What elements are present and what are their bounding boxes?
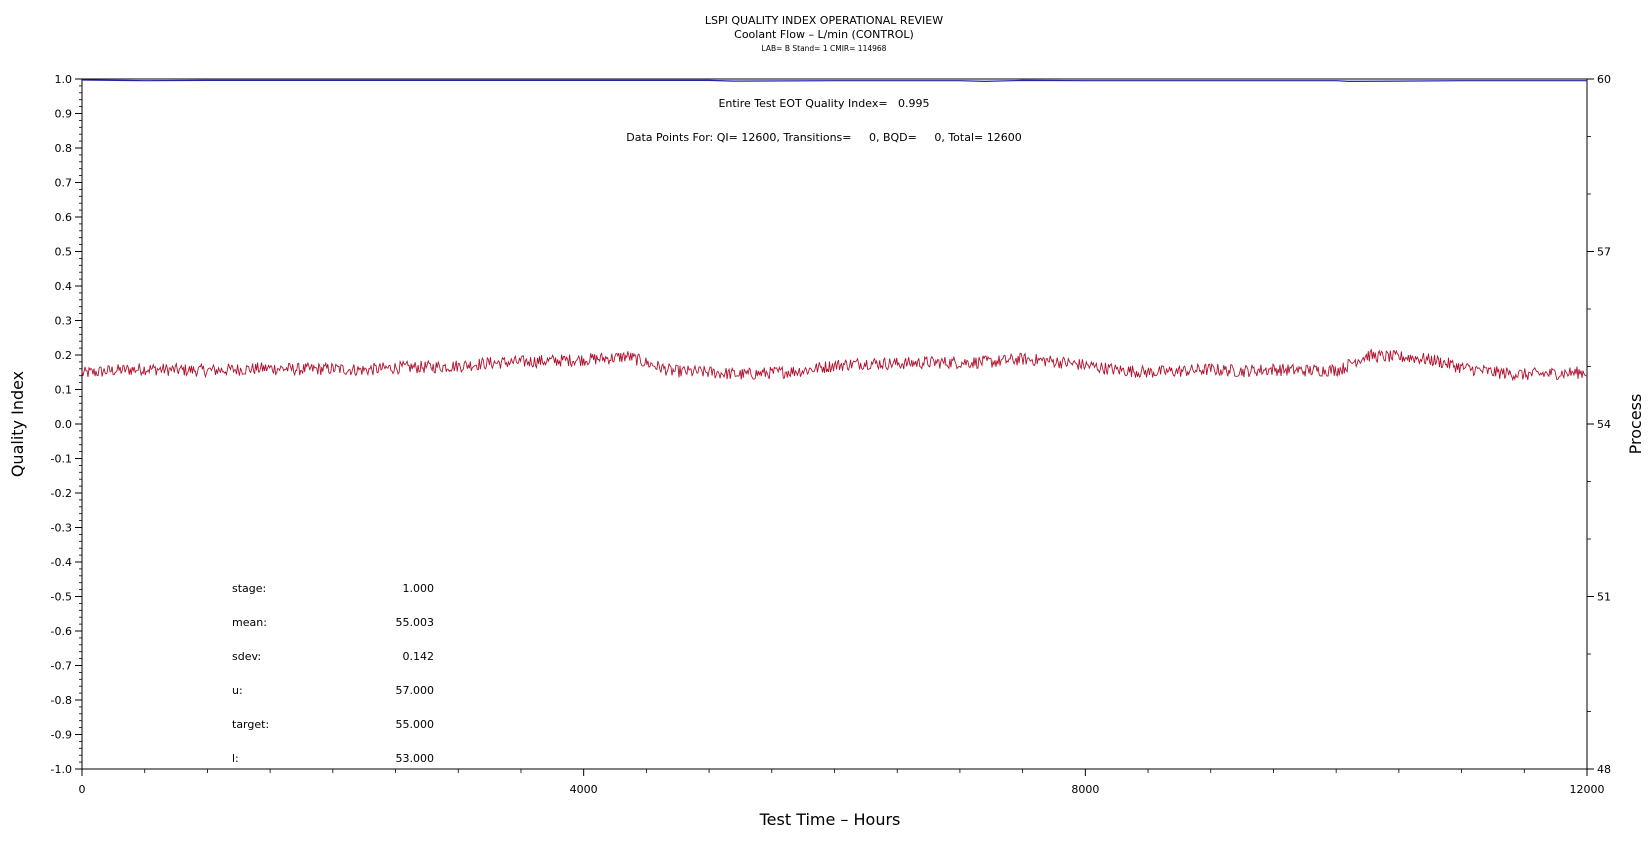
quality-index-series-line [81, 79, 1587, 83]
y-tick-label: 0.8 [55, 142, 73, 155]
y-tick-label: -0.4 [51, 556, 72, 569]
stats-value: 1.000 [403, 582, 435, 595]
chart-info-line: LAB= B Stand= 1 CMIR= 114968 [762, 44, 887, 53]
series-layer [81, 79, 1588, 382]
stats-label: sdev: [232, 650, 261, 663]
y-tick-label: -0.3 [51, 522, 72, 535]
y2-axis-label: Process [1626, 394, 1645, 455]
stats-label: u: [232, 684, 243, 697]
x-axis: 0 4000 8000 12000 [79, 769, 1605, 796]
y-tick-label: -0.9 [51, 729, 72, 742]
y-tick-label: 0.6 [55, 211, 73, 224]
datapoints-annotation: Data Points For: QI= 12600, Transitions=… [626, 131, 1021, 144]
y-tick-label: 0.1 [55, 384, 73, 397]
y-tick-label: -0.5 [51, 591, 72, 604]
qi-annotation: Entire Test EOT Quality Index= 0.995 [718, 97, 929, 110]
stats-value: 0.142 [403, 650, 435, 663]
left-axis: 1.0 0.9 0.8 0.7 0.6 0.5 0.4 0.3 0.2 0.1 0.0 -0.1 -0.… [51, 73, 82, 776]
stats-value: 55.003 [396, 616, 435, 629]
y-tick-label: -0.7 [51, 660, 72, 673]
y-axis-label: Quality Index [8, 371, 27, 477]
x-tick-label: 0 [79, 783, 86, 796]
x-tick-label: 8000 [1071, 783, 1099, 796]
stats-value: 53.000 [396, 752, 435, 765]
chart-title: LSPI QUALITY INDEX OPERATIONAL REVIEW [705, 14, 943, 27]
stats-value: 57.000 [396, 684, 435, 697]
y2-tick-label: 57 [1597, 246, 1611, 259]
y-tick-label: -0.6 [51, 625, 72, 638]
x-tick-label: 12000 [1570, 783, 1605, 796]
x-tick-label: 4000 [570, 783, 598, 796]
x-axis-label: Test Time – Hours [759, 810, 901, 829]
y2-tick-label: 51 [1597, 591, 1611, 604]
stats-label: stage: [232, 582, 266, 595]
y-tick-label: 0.9 [55, 108, 73, 121]
y-tick-label: 0.3 [55, 315, 73, 328]
y-tick-label: -1.0 [51, 763, 72, 776]
y-tick-label: 1.0 [55, 73, 73, 86]
stats-label: l: [232, 752, 239, 765]
y-tick-label: -0.8 [51, 694, 72, 707]
y-tick-label: -0.2 [51, 487, 72, 500]
plot-frame [81, 78, 1588, 770]
stats-value: 55.000 [396, 718, 435, 731]
y-tick-label: -0.1 [51, 453, 72, 466]
y2-tick-label: 48 [1597, 763, 1611, 776]
y-tick-label: 0.0 [55, 418, 73, 431]
stats-label: mean: [232, 616, 267, 629]
y-tick-label: 0.5 [55, 246, 73, 259]
y2-tick-label: 60 [1597, 73, 1611, 86]
y-tick-label: 0.2 [55, 349, 73, 362]
y-tick-label: 0.4 [55, 280, 73, 293]
right-axis: 60 57 54 51 48 [1587, 73, 1611, 776]
stats-label: target: [232, 718, 269, 731]
y2-tick-label: 54 [1597, 418, 1611, 431]
y-tick-label: 0.7 [55, 177, 73, 190]
process-series-line [81, 348, 1588, 382]
chart-subtitle: Coolant Flow – L/min (CONTROL) [734, 28, 914, 41]
stats-block: stage: 1.000 mean: 55.003 sdev: 0.142 u:… [232, 582, 434, 765]
